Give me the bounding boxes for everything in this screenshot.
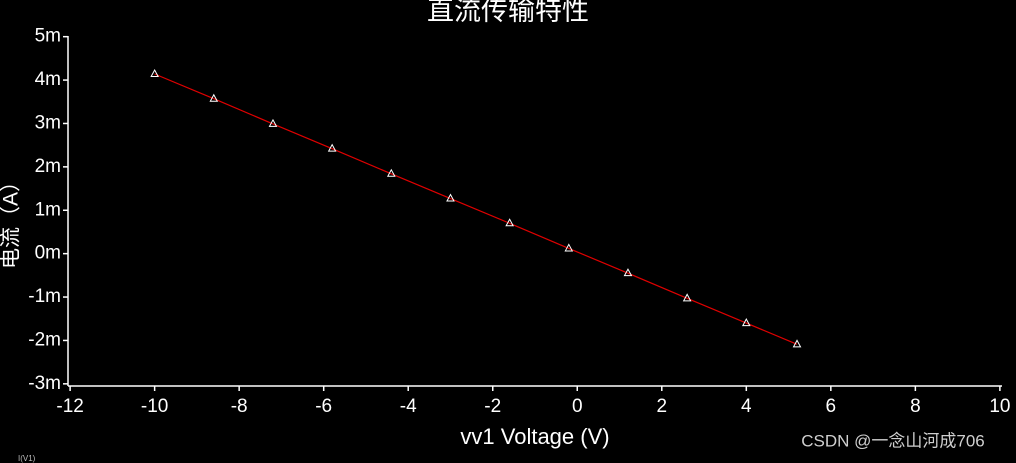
marker (792, 339, 802, 348)
x-tick-label: -10 (141, 396, 168, 417)
y-tick-label: 1m (35, 199, 61, 220)
x-tick-label: 6 (826, 396, 837, 417)
y-tick-label: 0m (35, 243, 61, 264)
x-axis-label: vv1 Voltage (V) (460, 424, 609, 449)
marker (741, 318, 751, 327)
x-tick-label: -6 (315, 396, 332, 417)
marker (209, 93, 219, 102)
marker (386, 168, 396, 177)
y-tick-label: -2m (28, 329, 61, 350)
y-tick-label: 4m (35, 69, 61, 90)
legend-entry: I(V1) (18, 454, 36, 463)
x-tick-label: 2 (656, 396, 667, 417)
y-tick-label: -1m (28, 286, 61, 307)
x-tick-label: 10 (989, 396, 1010, 417)
chart-title: 直流传输特性 (427, 0, 589, 26)
marker (623, 268, 633, 277)
x-tick-label: -8 (231, 396, 248, 417)
marker (682, 293, 692, 302)
y-tick-label: 5m (35, 26, 61, 47)
x-tick-label: -4 (400, 396, 417, 417)
marker (446, 193, 455, 202)
y-tick-label: 3m (35, 112, 61, 133)
marker (150, 68, 159, 77)
marker (327, 143, 337, 152)
x-tick-label: 4 (741, 396, 752, 417)
x-tick-label: -12 (56, 396, 83, 417)
y-axis-label: 电流（A） (0, 171, 23, 269)
marker (268, 118, 278, 127)
y-tick-label: 2m (35, 156, 61, 177)
x-tick-label: 8 (910, 396, 921, 417)
x-tick-label: -2 (484, 396, 501, 417)
marker (505, 218, 514, 227)
y-tick-label: -3m (28, 373, 61, 394)
watermark: CSDN @一念山河成706 (801, 430, 985, 450)
series-line (154, 73, 798, 345)
x-tick-label: 0 (572, 396, 583, 417)
marker (564, 243, 574, 252)
